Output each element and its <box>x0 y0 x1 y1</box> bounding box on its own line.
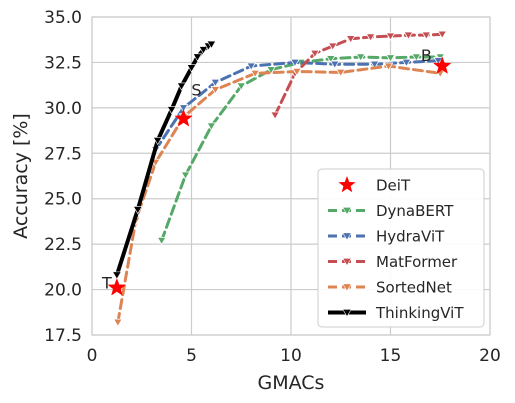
dynabert-marker <box>156 236 167 246</box>
legend-marker <box>342 309 352 318</box>
sortednet-marker <box>210 86 221 95</box>
x-tick-label: 5 <box>186 346 197 366</box>
thinkingvit-marker <box>133 206 143 215</box>
hydravit-marker <box>401 58 412 68</box>
matformer-marker <box>421 31 432 40</box>
legend-item-matformer: MatFormer <box>328 253 458 271</box>
dynabert-marker <box>206 122 217 131</box>
thinkingvit-marker <box>112 271 122 280</box>
sortednet-marker <box>335 68 346 78</box>
legend-label: SortedNet <box>376 279 452 297</box>
thinkingvit-marker <box>176 82 187 91</box>
x-axis-label: GMACs <box>258 372 325 394</box>
y-tick-label: 27.5 <box>44 144 82 164</box>
thinkingvit-marker <box>166 106 177 115</box>
y-axis-label: Accuracy [%] <box>10 113 32 239</box>
y-tick-label: 25.0 <box>44 190 82 210</box>
annotation-t: T <box>101 273 112 292</box>
matformer-line <box>273 32 444 117</box>
series-layer <box>107 30 452 328</box>
legend-item-sortednet: SortedNet <box>328 279 452 297</box>
legend-label: DynaBERT <box>376 202 454 220</box>
thinkingvit-marker <box>206 40 217 49</box>
legend-label: ThinkingViT <box>375 304 464 322</box>
x-tick-label: 20 <box>479 346 501 366</box>
sortednet-marker <box>112 318 123 328</box>
legend-swatch <box>338 176 356 193</box>
deit-star-marker <box>174 109 193 127</box>
dynabert-marker <box>411 53 422 62</box>
legend-marker <box>342 207 352 216</box>
sortednet-marker <box>292 67 302 77</box>
thinkingvit-marker <box>198 46 209 55</box>
sortednet-marker <box>383 62 394 71</box>
matformer-marker <box>365 33 376 42</box>
legend-item-hydravit: HydraViT <box>328 228 445 246</box>
thinkingvit-marker <box>192 53 203 62</box>
legend-label: HydraViT <box>376 228 445 246</box>
legend: DeiT DynaBERT HydraViT MatFormer SortedNet Th… <box>317 168 485 328</box>
thinkingvit-marker <box>152 137 163 146</box>
sortednet-marker <box>250 69 261 79</box>
matformer-marker <box>403 31 414 40</box>
dynabert-marker <box>325 55 336 64</box>
hydravit-marker <box>290 58 300 68</box>
x-tick-label: 0 <box>87 346 98 366</box>
dynabert-marker <box>180 171 191 180</box>
matformer-marker <box>270 111 280 120</box>
plot-frame <box>91 16 491 336</box>
series-thinkingvit <box>112 40 217 280</box>
y-tick-label: 30.0 <box>44 99 82 119</box>
legend-label: DeiT <box>376 177 411 195</box>
dynabert-marker <box>355 53 366 62</box>
y-tick-label: 17.5 <box>44 326 82 346</box>
matformer-marker <box>385 32 396 41</box>
hydravit-marker <box>329 60 340 70</box>
legend-label: MatFormer <box>376 253 458 271</box>
series-sortednet <box>112 62 446 328</box>
hydravit-marker <box>433 57 444 66</box>
x-tick-label: 10 <box>280 346 302 366</box>
y-tick-label: 32.5 <box>44 53 82 73</box>
x-axis-ticks: 0 5 10 15 20 <box>87 346 501 366</box>
annotation-b: B <box>421 46 432 65</box>
legend-marker <box>342 258 352 267</box>
y-axis-ticks: 17.5 20.0 22.5 25.0 27.5 30.0 32.5 35.0 <box>44 8 82 346</box>
hydravit-marker <box>246 62 257 71</box>
y-tick-label: 20.0 <box>44 281 82 301</box>
deit-star-marker <box>107 278 127 296</box>
sortednet-line <box>116 64 442 324</box>
hydravit-marker <box>178 104 189 113</box>
series-hydravit <box>150 57 444 155</box>
series-deit <box>107 56 452 296</box>
x-tick-label: 15 <box>380 346 402 366</box>
matformer-marker <box>327 42 338 51</box>
dynabert-marker <box>236 82 247 91</box>
legend-item-deit: DeiT <box>338 176 411 195</box>
legend-item-thinkingvit: ThinkingViT <box>328 304 464 322</box>
hydravit-marker <box>369 60 380 70</box>
matformer-marker <box>309 49 320 59</box>
dynabert-marker <box>385 54 396 63</box>
y-tick-label: 35.0 <box>44 8 82 28</box>
hydravit-marker <box>210 78 221 88</box>
thinkingvit-marker <box>186 64 197 73</box>
legend-item-dynabert: DynaBERT <box>328 202 454 220</box>
point-annotations: T S B <box>101 46 432 292</box>
annotation-s: S <box>191 81 201 100</box>
matformer-marker <box>437 30 448 40</box>
dynabert-marker <box>266 66 276 75</box>
deit-star-marker <box>433 56 452 74</box>
legend-marker <box>342 232 352 241</box>
matformer-marker <box>345 35 356 44</box>
y-tick-label: 22.5 <box>44 235 82 255</box>
legend-marker <box>342 283 352 292</box>
